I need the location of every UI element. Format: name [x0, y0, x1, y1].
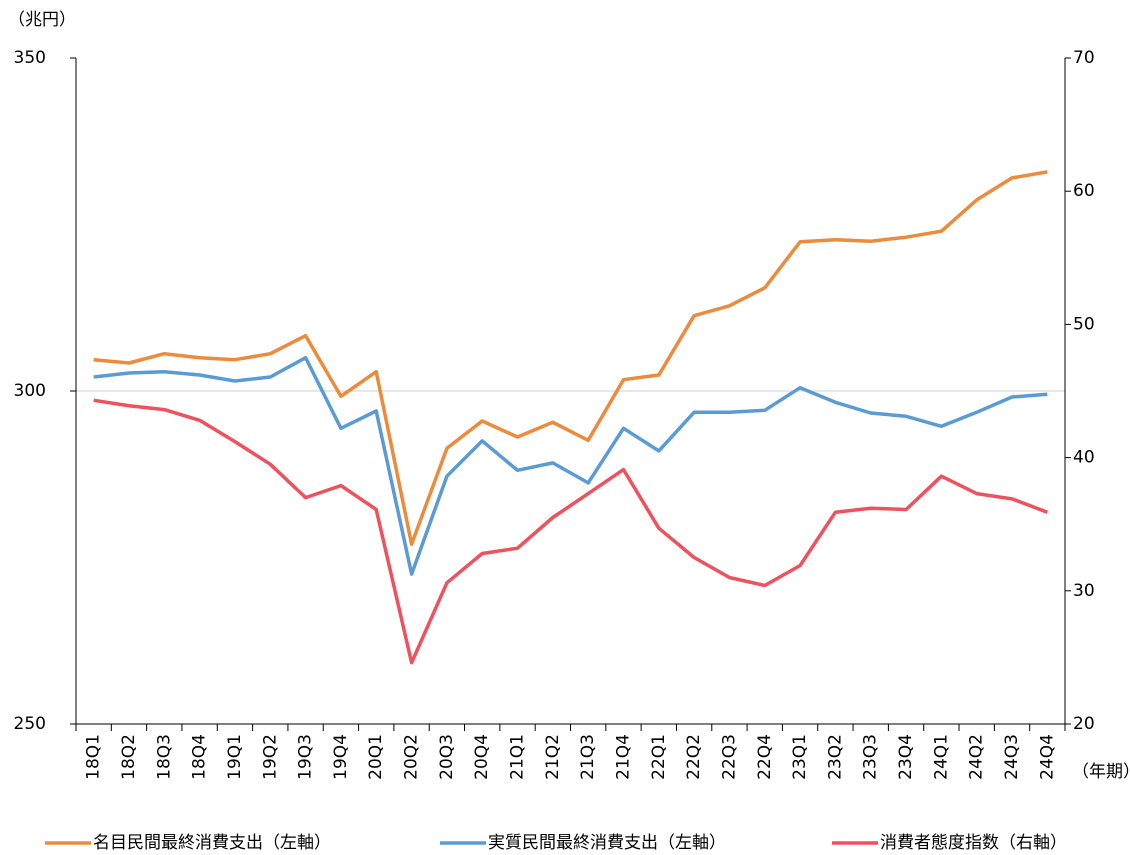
y-tick-label: 350: [14, 48, 46, 68]
x-tick-label: 18Q4: [190, 734, 210, 780]
x-tick-label: 21Q2: [543, 734, 563, 780]
x-tick-label: 19Q3: [296, 734, 316, 780]
x-tick-label: 23Q1: [790, 734, 810, 780]
y2-tick-label: 60: [1073, 181, 1095, 201]
x-tick-label: 23Q2: [825, 734, 845, 780]
x-tick-label: 20Q2: [402, 734, 422, 780]
x-tick-label: 24Q3: [1002, 734, 1022, 780]
x-tick-label: 24Q4: [1037, 734, 1057, 780]
y-tick-label: 300: [14, 381, 46, 401]
x-tick-label: 19Q4: [331, 734, 351, 780]
series-line: [93, 170, 1048, 546]
x-tick-label: 18Q3: [154, 734, 174, 780]
x-unit-label: （年期）: [1072, 762, 1130, 782]
y2-tick-label: 50: [1073, 314, 1095, 334]
legend-label: 実質民間最終消費支出（左軸）: [488, 833, 726, 851]
x-tick-label: 20Q3: [437, 734, 457, 780]
x-tick-label: 23Q3: [861, 734, 881, 780]
x-tick-label: 24Q2: [967, 734, 987, 780]
y2-tick-label: 30: [1073, 581, 1095, 601]
y2-tick-label: 40: [1073, 448, 1095, 468]
x-tick-label: 24Q1: [931, 734, 951, 780]
x-tick-label: 18Q1: [84, 734, 104, 780]
x-tick-label: 19Q1: [225, 734, 245, 780]
x-tick-label: 21Q3: [578, 734, 598, 780]
x-tick-label: 22Q1: [649, 734, 669, 780]
x-tick-label: 20Q4: [472, 734, 492, 780]
x-tick-label: 19Q2: [260, 734, 280, 780]
y-unit-label: （兆円）: [8, 10, 76, 30]
y2-tick-label: 20: [1073, 714, 1095, 734]
y-tick-label: 250: [14, 714, 46, 734]
x-tick-label: 22Q4: [755, 734, 775, 780]
legend-label: 消費者態度指数（右軸）: [880, 833, 1067, 851]
x-tick-label: 21Q1: [508, 734, 528, 780]
y2-tick-label: 70: [1073, 48, 1095, 68]
x-tick-label: 21Q4: [613, 734, 633, 780]
x-tick-label: 20Q1: [366, 734, 386, 780]
x-tick-label: 22Q3: [719, 734, 739, 780]
x-tick-label: 18Q2: [119, 734, 139, 780]
x-tick-label: 22Q2: [684, 734, 704, 780]
x-tick-label: 23Q4: [896, 734, 916, 780]
series-line: [93, 398, 1048, 665]
series-line: [93, 355, 1048, 576]
legend-label: 名目民間最終消費支出（左軸）: [93, 833, 331, 851]
